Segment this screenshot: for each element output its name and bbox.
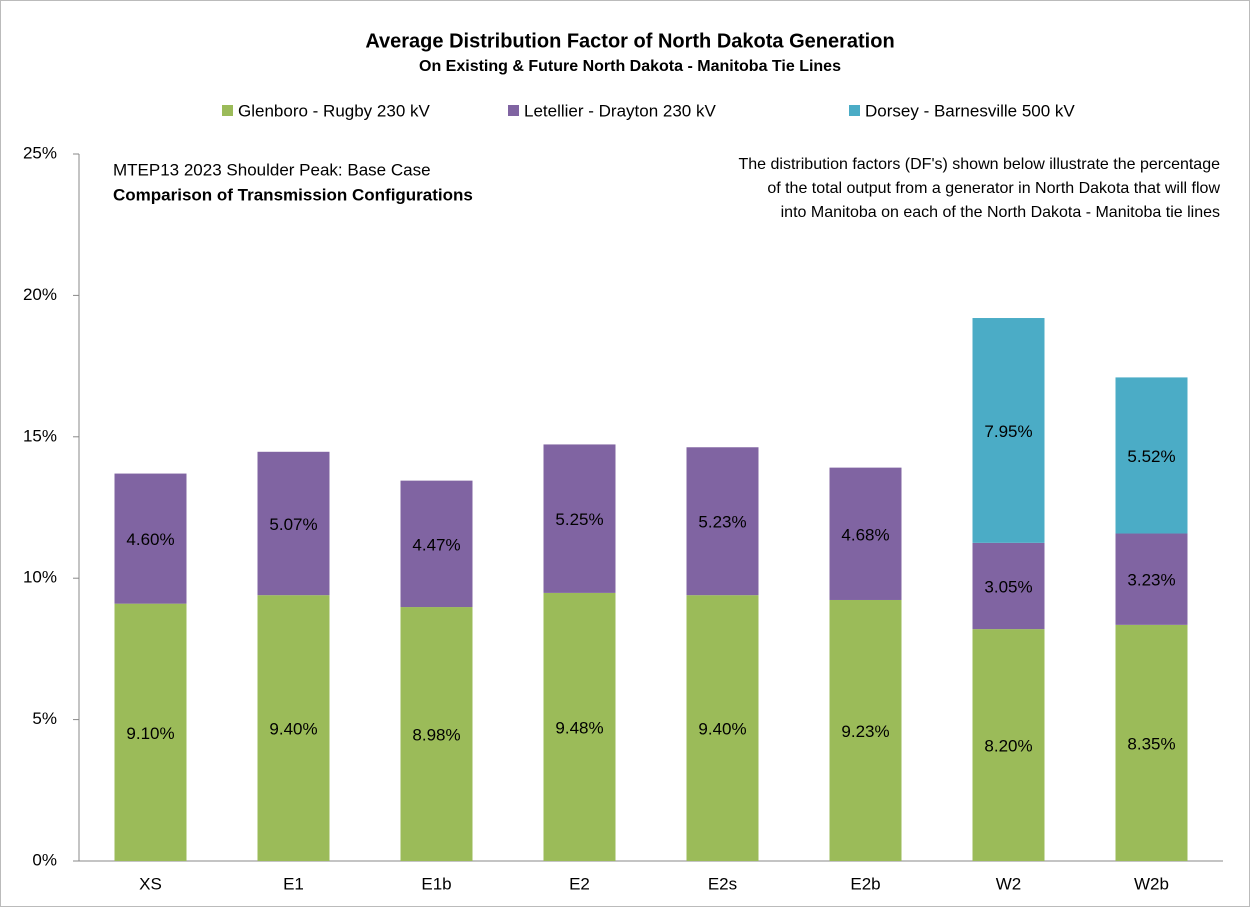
legend-label: Letellier - Drayton 230 kV (524, 101, 716, 120)
bar-segment (543, 592, 616, 861)
data-label: 7.95% (984, 422, 1032, 441)
legend-swatch (849, 105, 860, 116)
data-label: 5.07% (269, 515, 317, 534)
annotation: into Manitoba on each of the North Dakot… (781, 204, 1220, 221)
bar-segment (829, 599, 902, 861)
data-label: 9.40% (698, 720, 746, 739)
x-tick-label: E2s (708, 874, 737, 893)
bar-segment (114, 603, 187, 861)
x-tick-label: E1 (283, 874, 304, 893)
annotation: of the total output from a generator in … (767, 180, 1220, 197)
data-label: 4.47% (412, 535, 460, 554)
data-label: 3.23% (1127, 571, 1175, 590)
data-label: 9.10% (126, 724, 174, 743)
bar-segment (829, 467, 902, 600)
chart-subtitle: On Existing & Future North Dakota - Mani… (419, 58, 841, 75)
bar-segment (114, 473, 187, 604)
y-tick-label: 25% (23, 143, 57, 162)
bar-segment (1115, 377, 1188, 534)
bar-segment (1115, 533, 1188, 625)
annotation: The distribution factors (DF's) shown be… (739, 156, 1221, 173)
bar-segment (257, 451, 330, 596)
data-label: 5.25% (555, 510, 603, 529)
bar-segment (400, 607, 473, 861)
x-tick-label: W2b (1134, 874, 1169, 893)
bar-segment (686, 595, 759, 861)
y-tick-label: 15% (23, 426, 57, 445)
y-tick-label: 5% (32, 709, 57, 728)
data-label: 4.60% (126, 530, 174, 549)
x-tick-label: XS (139, 874, 162, 893)
legend-swatch (222, 105, 233, 116)
data-label: 5.52% (1127, 447, 1175, 466)
bar-segment (972, 318, 1045, 543)
data-label: 8.98% (412, 726, 460, 745)
data-label: 3.05% (984, 577, 1032, 596)
data-label: 9.23% (841, 722, 889, 741)
bar-segment (1115, 624, 1188, 861)
bar-segment (686, 447, 759, 596)
data-label: 9.40% (269, 720, 317, 739)
data-label: 9.48% (555, 718, 603, 737)
legend-label: Dorsey - Barnesville 500 kV (865, 101, 1075, 120)
data-label: 4.68% (841, 525, 889, 544)
y-tick-label: 10% (23, 568, 57, 587)
x-tick-label: W2 (996, 874, 1022, 893)
data-label: 8.35% (1127, 734, 1175, 753)
y-tick-label: 0% (32, 850, 57, 869)
bar-segment (257, 595, 330, 861)
data-label: 5.23% (698, 513, 746, 532)
chart-title: Average Distribution Factor of North Dak… (365, 30, 894, 52)
x-tick-label: E1b (421, 874, 451, 893)
bar-segment (543, 444, 616, 593)
bar-segment (972, 629, 1045, 861)
legend-swatch (508, 105, 519, 116)
bar-segment (400, 480, 473, 608)
bar-segment (972, 542, 1045, 630)
x-tick-label: E2b (850, 874, 880, 893)
annotation: Comparison of Transmission Configuration… (113, 185, 473, 204)
x-tick-label: E2 (569, 874, 590, 893)
y-tick-label: 20% (23, 285, 57, 304)
legend-label: Glenboro - Rugby 230 kV (238, 101, 430, 120)
annotation: MTEP13 2023 Shoulder Peak: Base Case (113, 160, 431, 179)
data-label: 8.20% (984, 737, 1032, 756)
